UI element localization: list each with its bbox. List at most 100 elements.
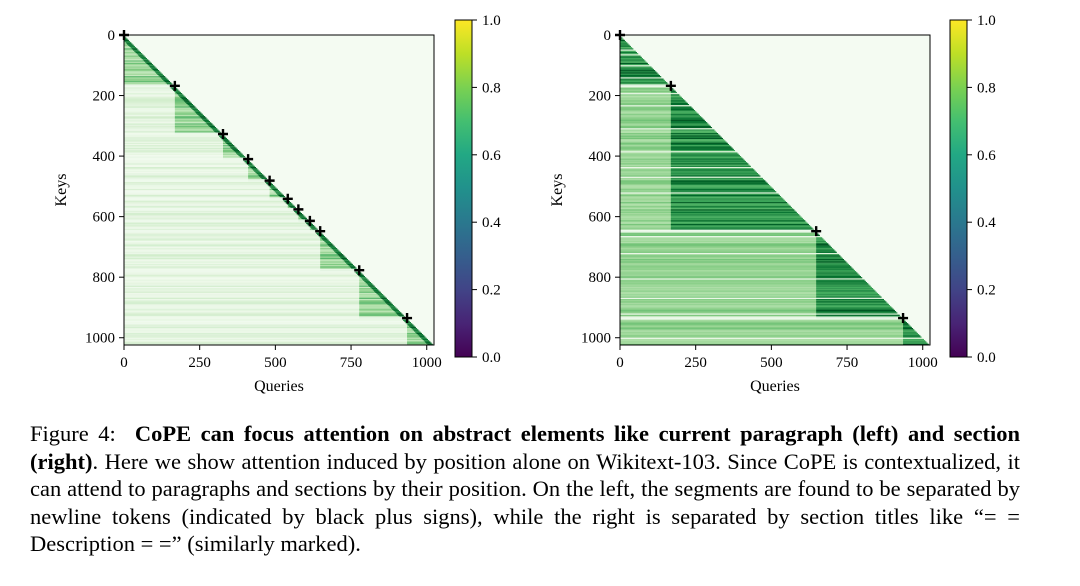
heat-row-segment	[903, 321, 907, 324]
heat-row-far	[620, 285, 871, 288]
heat-row-segment	[620, 61, 647, 64]
heat-row-segment	[670, 211, 797, 214]
heat-row-segment	[620, 70, 656, 72]
heat-row-far	[620, 340, 926, 342]
heat-row-segment	[670, 169, 755, 171]
separator-row	[124, 84, 175, 88]
heat-row-far	[124, 111, 201, 113]
heat-row-segment	[816, 254, 840, 256]
heat-row-far	[124, 214, 304, 216]
heat-row-far	[124, 240, 330, 243]
heat-row-segment	[816, 272, 858, 274]
heat-row-diagonal	[153, 70, 160, 72]
heat-row-far	[124, 259, 349, 261]
separator-marker	[243, 154, 254, 165]
heat-row-diagonal	[283, 199, 289, 202]
heat-row-far	[124, 140, 230, 142]
heat-row-far	[620, 290, 876, 293]
heat-row-diagonal	[279, 196, 286, 198]
heat-row-segment	[174, 107, 197, 110]
heat-row-segment	[124, 76, 166, 78]
heat-row-diagonal	[164, 81, 171, 83]
heat-row-segment	[670, 111, 697, 113]
heat-row-far	[620, 284, 870, 286]
heat-row-diagonal	[177, 94, 184, 96]
heat-row-segment	[816, 291, 877, 294]
heat-row-diagonal	[420, 336, 426, 339]
heat-row-diagonal	[127, 43, 133, 45]
heat-row-diagonal	[422, 338, 428, 341]
heat-row-far	[124, 129, 219, 131]
heat-row-diagonal	[211, 128, 218, 130]
heat-row-far	[620, 248, 834, 250]
heat-row-segment	[359, 313, 403, 316]
heat-row-far	[620, 303, 889, 306]
heat-row-diagonal	[411, 328, 418, 330]
heat-row-segment	[670, 133, 719, 135]
heat-row-segment	[903, 324, 910, 326]
heat-row-far	[620, 291, 877, 294]
heat-row-segment	[670, 190, 775, 192]
heat-row-far	[124, 95, 185, 98]
heat-row-far	[124, 123, 213, 125]
heat-row-far	[124, 141, 231, 144]
heat-row-diagonal	[134, 50, 140, 53]
heat-row-diagonal	[151, 67, 157, 70]
heat-row-far	[124, 335, 425, 337]
heat-row-segment	[670, 186, 772, 188]
heat-row-segment	[816, 259, 845, 261]
heat-row-far	[620, 277, 863, 279]
separator-row	[124, 157, 249, 161]
heat-row-segment	[670, 183, 769, 186]
heat-row-segment	[816, 244, 830, 247]
heat-row-far	[124, 330, 420, 332]
heat-row-segment	[670, 154, 740, 157]
heat-row-far	[620, 89, 675, 92]
heat-row-segment	[174, 112, 202, 115]
heat-row-far	[620, 321, 907, 324]
heat-row-far	[620, 288, 874, 290]
heat-row-segment	[620, 53, 639, 55]
heat-row-segment	[320, 261, 351, 263]
heat-row-segment	[269, 193, 283, 196]
heat-row-far	[124, 213, 303, 215]
y-tick-label: 1000	[581, 331, 611, 347]
heat-row-segment	[248, 175, 265, 177]
heat-row-far	[620, 269, 855, 272]
heat-row-segment	[407, 340, 430, 342]
heat-row-diagonal	[300, 216, 306, 219]
heat-row-far	[620, 328, 914, 330]
heat-row-segment	[816, 250, 836, 253]
heat-row-diagonal	[312, 228, 318, 231]
heat-row-far	[124, 127, 217, 129]
heat-row-diagonal	[409, 325, 415, 328]
heat-row-far	[620, 266, 852, 268]
heat-row-far	[124, 252, 342, 255]
heat-row-segment	[359, 298, 388, 301]
heat-row-far	[124, 205, 295, 208]
heat-row-far	[620, 289, 875, 291]
heat-row-diagonal	[191, 107, 197, 110]
heat-row-far	[124, 311, 401, 313]
heat-row-segment	[816, 302, 888, 305]
heat-row-segment	[816, 288, 874, 290]
heat-row-segment	[670, 139, 725, 141]
heat-row-diagonal	[143, 60, 150, 62]
heat-row-far	[124, 183, 273, 186]
heat-row-diagonal	[410, 326, 416, 329]
heat-row-diagonal	[354, 271, 361, 273]
heat-row-far	[620, 305, 891, 307]
heat-row-segment	[359, 306, 396, 308]
heat-row-segment	[816, 275, 861, 278]
heat-row-far	[620, 249, 835, 251]
heat-row-far	[620, 113, 699, 116]
heat-row-segment	[670, 94, 680, 96]
heat-row-far	[124, 216, 306, 219]
heat-row-diagonal	[384, 301, 391, 303]
heat-row-far	[124, 302, 392, 305]
heat-row-segment	[222, 151, 241, 153]
heat-row-far	[620, 301, 887, 303]
heat-row-segment	[222, 147, 237, 150]
heat-row-diagonal	[180, 96, 186, 99]
heat-row-far	[620, 125, 711, 128]
